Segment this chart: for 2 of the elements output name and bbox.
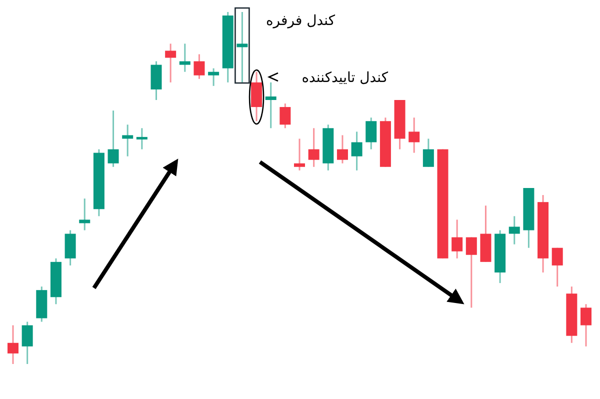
annotation: کندل فرفره [266,13,336,29]
annotation: کندل تاییدکننده [302,70,388,86]
